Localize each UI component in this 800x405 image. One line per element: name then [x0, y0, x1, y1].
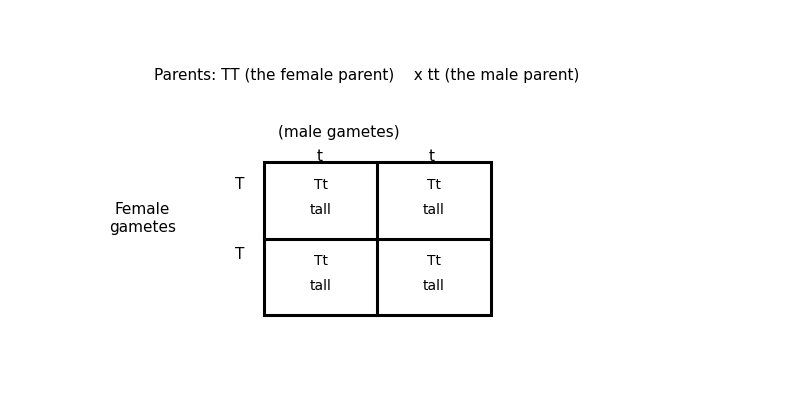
Text: t: t	[429, 149, 434, 164]
Text: tall: tall	[310, 203, 332, 217]
Text: tall: tall	[310, 279, 332, 293]
Bar	[264, 162, 490, 315]
Text: T: T	[235, 247, 244, 262]
Text: (male gametes): (male gametes)	[278, 125, 399, 140]
Text: Tt: Tt	[314, 254, 328, 269]
Text: t: t	[317, 149, 323, 164]
Text: Tt: Tt	[314, 178, 328, 192]
Text: tall: tall	[423, 279, 445, 293]
Text: T: T	[235, 177, 244, 192]
Text: Female
gametes: Female gametes	[109, 202, 176, 235]
Text: tall: tall	[423, 203, 445, 217]
Text: Parents: TT (the female parent)    x tt (the male parent): Parents: TT (the female parent) x tt (th…	[154, 68, 579, 83]
Text: Tt: Tt	[427, 254, 441, 269]
Text: Tt: Tt	[427, 178, 441, 192]
